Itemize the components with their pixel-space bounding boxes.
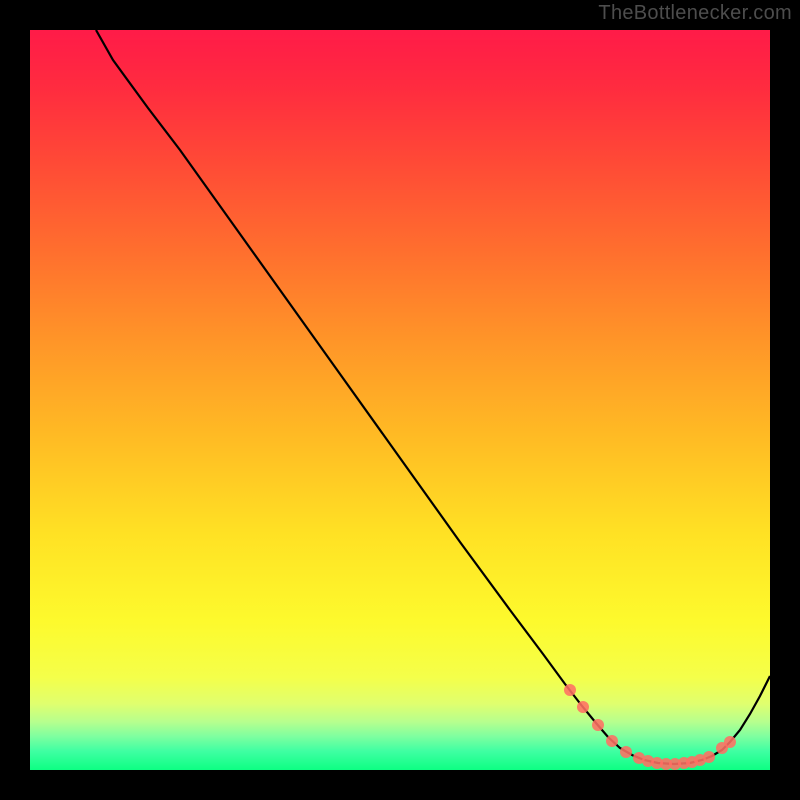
marker-dot (564, 684, 576, 696)
marker-dot (724, 736, 736, 748)
watermark-text: TheBottlenecker.com (598, 2, 792, 25)
chart-container: TheBottlenecker.com (0, 0, 800, 800)
marker-dot (592, 719, 604, 731)
marker-dot (577, 701, 589, 713)
marker-dot (606, 735, 618, 747)
marker-dot (703, 751, 715, 763)
gradient-background (30, 30, 770, 770)
chart-canvas (0, 0, 800, 800)
marker-dot (620, 746, 632, 758)
